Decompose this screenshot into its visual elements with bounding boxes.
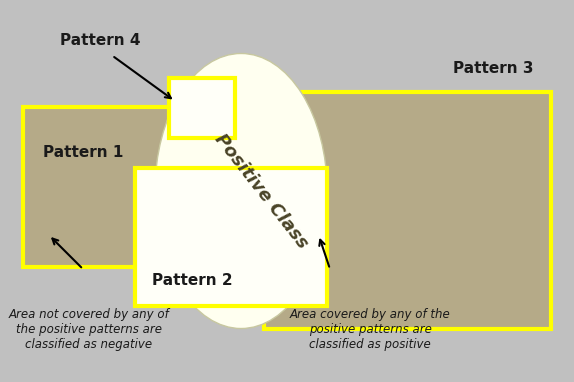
Bar <box>135 168 327 306</box>
Text: Pattern 1: Pattern 1 <box>43 145 123 160</box>
Bar <box>23 107 218 267</box>
Text: Pattern 2: Pattern 2 <box>152 274 232 288</box>
Text: Positive Class: Positive Class <box>211 130 312 252</box>
Bar <box>169 78 235 138</box>
Text: Area covered by any of the
positive patterns are
classified as positive: Area covered by any of the positive patt… <box>290 308 451 351</box>
Bar <box>264 92 551 329</box>
Text: Area not covered by any of
the positive patterns are
classified as negative: Area not covered by any of the positive … <box>9 308 169 351</box>
Ellipse shape <box>155 53 327 329</box>
Text: Pattern 3: Pattern 3 <box>453 61 534 76</box>
Text: Pattern 4: Pattern 4 <box>60 32 141 48</box>
